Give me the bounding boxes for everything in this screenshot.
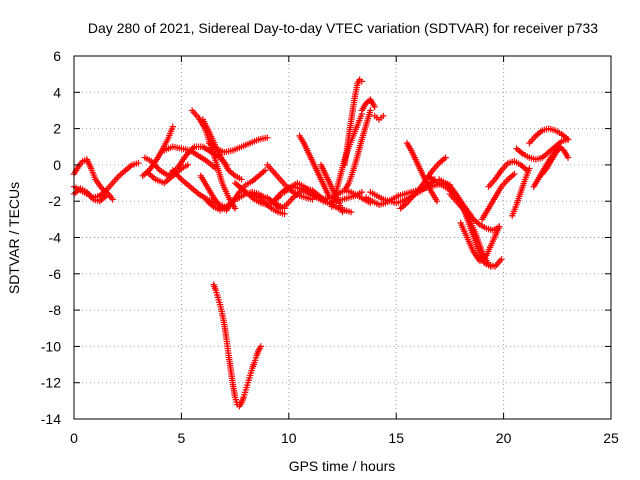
series-arc-21 bbox=[296, 132, 333, 201]
y-axis-label: SDTVAR / TECUs bbox=[6, 182, 22, 294]
series-arc-07 bbox=[161, 143, 219, 172]
data-point bbox=[182, 152, 189, 160]
data-point bbox=[103, 192, 110, 199]
data-point bbox=[564, 136, 572, 143]
series-arc-38 bbox=[508, 165, 533, 219]
data-point bbox=[498, 256, 505, 263]
y-tick-label: -8 bbox=[49, 302, 62, 318]
data-point bbox=[149, 159, 156, 166]
data-point bbox=[261, 167, 269, 174]
data-point bbox=[442, 154, 449, 161]
data-layer bbox=[70, 76, 572, 410]
data-point bbox=[371, 103, 378, 111]
data-point bbox=[184, 161, 192, 169]
x-tick-label: 20 bbox=[496, 430, 512, 446]
series-arc-16 bbox=[249, 190, 288, 218]
data-point bbox=[172, 170, 179, 177]
data-point bbox=[433, 198, 441, 205]
data-point bbox=[231, 205, 239, 212]
data-point bbox=[380, 112, 387, 120]
data-point bbox=[339, 208, 346, 216]
data-point bbox=[238, 176, 245, 183]
series-arc-27 bbox=[371, 112, 387, 123]
series-arc-36 bbox=[478, 170, 518, 223]
y-tick-label: -14 bbox=[41, 411, 61, 427]
data-point bbox=[176, 174, 184, 182]
grid-layer bbox=[74, 56, 611, 419]
series-arc-10 bbox=[199, 116, 245, 183]
data-point bbox=[326, 194, 333, 201]
data-point bbox=[109, 196, 116, 203]
series-arc-04 bbox=[139, 123, 177, 179]
x-axis-label: GPS time / hours bbox=[289, 458, 396, 474]
series-arc-26 bbox=[358, 96, 378, 114]
data-point bbox=[153, 164, 161, 171]
series-arc-24 bbox=[341, 76, 366, 169]
data-point bbox=[264, 134, 271, 141]
series-arc-40 bbox=[526, 125, 572, 147]
series-arc-25 bbox=[341, 107, 374, 194]
data-point bbox=[496, 223, 503, 230]
series-arc-31 bbox=[403, 139, 441, 205]
chart-title: Day 280 of 2021, Sidereal Day-to-day VTE… bbox=[88, 20, 598, 36]
x-tick-label: 10 bbox=[281, 430, 297, 446]
data-point bbox=[150, 161, 158, 168]
data-point bbox=[511, 170, 518, 178]
y-tick-label: 0 bbox=[53, 157, 61, 173]
data-point bbox=[526, 165, 533, 172]
x-tick-label: 0 bbox=[70, 430, 78, 446]
series-arc-13 bbox=[206, 134, 271, 156]
y-tick-label: 6 bbox=[53, 48, 61, 64]
data-point bbox=[152, 162, 159, 170]
data-point bbox=[257, 343, 265, 350]
data-point bbox=[171, 168, 178, 176]
tick-layer: 0 5 10 15 20 25 -14 -12 -10 -8 -6 -4 -2 0 2 4 6 bbox=[41, 48, 619, 446]
x-tick-label: 5 bbox=[178, 430, 186, 446]
data-point bbox=[281, 210, 288, 218]
data-point bbox=[169, 167, 177, 174]
data-point bbox=[148, 158, 155, 165]
y-tick-label: -2 bbox=[49, 193, 62, 209]
series-arc-35 bbox=[457, 219, 503, 265]
data-point bbox=[135, 159, 142, 167]
data-point bbox=[367, 107, 374, 114]
data-point bbox=[564, 154, 572, 161]
y-tick-label: -6 bbox=[49, 266, 62, 282]
y-tick-label: 2 bbox=[53, 121, 61, 137]
x-tick-label: 15 bbox=[388, 430, 404, 446]
x-tick-label: 25 bbox=[603, 430, 619, 446]
data-point bbox=[183, 151, 191, 158]
series-arc-42 bbox=[539, 143, 572, 178]
y-tick-label: -12 bbox=[41, 375, 61, 391]
y-tick-label: -10 bbox=[41, 338, 61, 354]
data-point bbox=[173, 171, 181, 179]
data-point bbox=[169, 123, 177, 130]
data-point bbox=[347, 208, 355, 216]
data-point bbox=[175, 173, 182, 180]
series-arc-37 bbox=[485, 158, 531, 190]
series-arc-30 bbox=[397, 154, 449, 212]
data-point bbox=[358, 78, 366, 85]
y-tick-label: 4 bbox=[53, 84, 61, 100]
data-point bbox=[358, 188, 366, 196]
series-arc-15 bbox=[210, 281, 265, 410]
y-tick-label: -4 bbox=[49, 230, 62, 246]
